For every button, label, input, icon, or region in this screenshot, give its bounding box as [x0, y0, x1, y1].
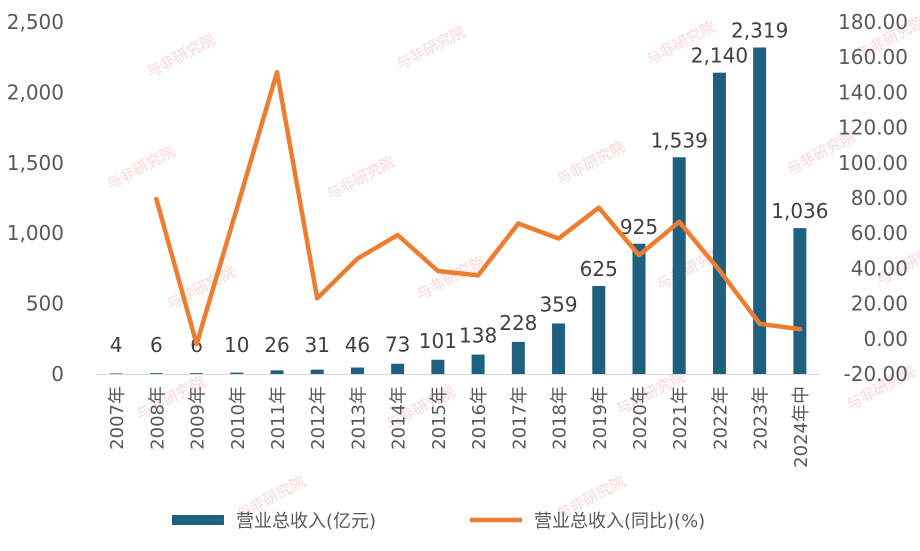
bar — [793, 228, 806, 374]
left-y-axis: 0 500 1,000 1,500 2,000 2,500 — [7, 10, 64, 386]
x-axis-tick-label: 2017年 — [509, 386, 530, 450]
bar — [391, 364, 404, 374]
legend-bar-swatch — [172, 515, 224, 525]
bar-value-label: 138 — [459, 324, 497, 348]
x-axis-tick-label: 2009年 — [188, 386, 209, 450]
legend-line-label: 营业总收入(同比)(%) — [534, 511, 705, 532]
bar-value-label: 1,539 — [651, 128, 708, 152]
right-axis-tick-label: 140.00 — [838, 80, 908, 104]
x-axis-tick-label: 2013年 — [348, 386, 369, 450]
bar — [592, 286, 605, 374]
x-axis-tick-label: 2015年 — [429, 386, 450, 450]
bar-value-label: 359 — [539, 292, 577, 316]
bar — [633, 244, 646, 374]
bar — [150, 373, 163, 374]
left-axis-tick-label: 1,000 — [7, 221, 64, 245]
bar — [110, 373, 123, 374]
right-axis-tick-label: -20.00 — [844, 362, 908, 386]
watermark-text: 与非研究院 — [393, 22, 468, 73]
left-axis-tick-label: 2,500 — [7, 10, 64, 34]
x-axis-tick-label: 2014年 — [389, 386, 410, 450]
x-axis-tick-label: 2019年 — [590, 386, 611, 450]
bar-value-label: 6 — [150, 333, 163, 357]
bar-value-label: 2,140 — [691, 44, 748, 68]
left-axis-tick-label: 2,000 — [7, 80, 64, 104]
x-axis-tick-label: 2012年 — [308, 386, 329, 450]
x-axis-tick-label: 2021年 — [670, 386, 691, 450]
watermark-text: 与非研究院 — [323, 152, 398, 203]
legend-bar-label: 营业总收入(亿元) — [236, 511, 376, 532]
bar-value-label: 26 — [264, 333, 289, 357]
right-axis-tick-label: 60.00 — [851, 221, 908, 245]
bar-value-label: 10 — [224, 333, 249, 357]
legend: 营业总收入(亿元) 营业总收入(同比)(%) — [172, 511, 705, 532]
bar — [311, 370, 324, 374]
watermark-text: 与非研究院 — [143, 30, 218, 81]
x-axis-tick-label: 2020年 — [630, 386, 651, 450]
bar-value-label: 101 — [419, 329, 457, 353]
bar-value-label: 73 — [385, 333, 410, 357]
bar — [713, 73, 726, 374]
x-axis-tick-label: 2008年 — [147, 386, 168, 450]
bar-series — [110, 47, 807, 374]
x-axis-tick-label: 2024年中 — [791, 386, 812, 468]
left-axis-tick-label: 1,500 — [7, 151, 64, 175]
right-axis-tick-label: 120.00 — [838, 116, 908, 140]
bar — [472, 355, 485, 374]
bar-value-label: 228 — [499, 311, 537, 335]
x-axis-tick-label: 2011年 — [268, 386, 289, 450]
bar — [271, 370, 284, 374]
bar — [431, 360, 444, 374]
bar — [512, 342, 525, 374]
line-series — [156, 72, 800, 344]
bar-value-label: 4 — [110, 333, 123, 357]
bar-value-label: 46 — [345, 333, 370, 357]
x-axis-tick-label: 2010年 — [228, 386, 249, 450]
x-axis-tick-label: 2016年 — [469, 386, 490, 450]
yoy-growth-line — [156, 72, 800, 344]
bar-value-label: 925 — [620, 215, 658, 239]
right-axis-tick-label: 100.00 — [838, 151, 908, 175]
right-axis-tick-label: 40.00 — [851, 256, 908, 280]
x-axis-tick-label: 2018年 — [550, 386, 571, 450]
bar — [351, 368, 364, 374]
right-axis-tick-label: 160.00 — [838, 45, 908, 69]
watermark-text: 与非研究院 — [553, 137, 628, 188]
bar — [190, 373, 203, 374]
right-axis-tick-label: 0.00 — [863, 327, 908, 351]
right-axis-tick-label: 180.00 — [838, 10, 908, 34]
bar-value-label: 1,036 — [771, 199, 828, 223]
bar-value-label: 2,319 — [731, 18, 788, 42]
x-axis-tick-label: 2022年 — [710, 386, 731, 450]
x-axis-tick-label: 2007年 — [107, 386, 128, 450]
bar — [230, 373, 243, 374]
right-y-axis: -20.00 0.00 20.00 40.00 60.00 80.00 100.00 120.… — [838, 10, 908, 386]
left-axis-tick-label: 0 — [51, 362, 64, 386]
bar-value-label: 31 — [304, 333, 329, 357]
right-axis-tick-label: 80.00 — [851, 186, 908, 210]
x-axis-ticks: 2007年 2008年 2009年 2010年 2011年 2012年 2013年 2014年… — [107, 386, 812, 468]
x-axis-tick-label: 2023年 — [751, 386, 772, 450]
right-axis-tick-label: 20.00 — [851, 292, 908, 316]
bar-value-label: 625 — [580, 257, 618, 281]
bar — [673, 157, 686, 374]
left-axis-tick-label: 500 — [26, 292, 64, 316]
watermark-text: 与非研究院 — [103, 142, 178, 193]
bar — [552, 323, 565, 374]
